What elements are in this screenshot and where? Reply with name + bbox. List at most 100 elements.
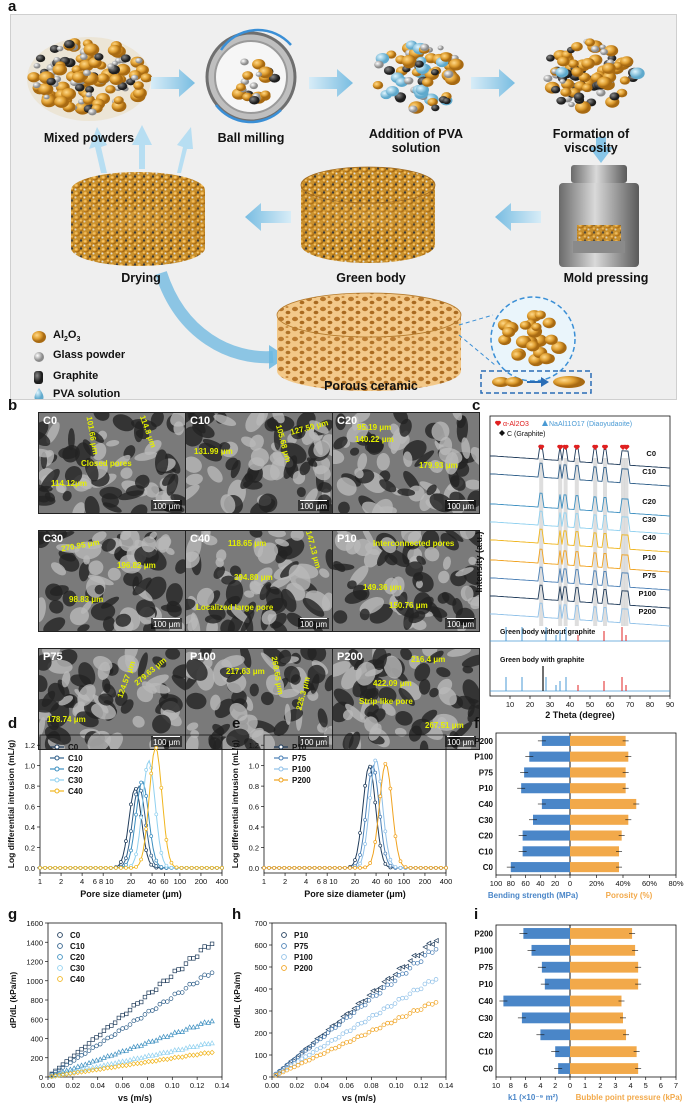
tick-label: 1200 — [26, 958, 43, 967]
sem-grain — [171, 674, 185, 693]
data-point — [358, 861, 362, 866]
sem-grain — [229, 702, 248, 721]
tick-label: 0.0 — [249, 864, 259, 873]
particle — [249, 82, 259, 90]
data-point — [124, 856, 128, 861]
schematic-panel: Mixed powders Ball milling Addition of P… — [10, 14, 677, 400]
particle — [132, 87, 147, 99]
particle — [443, 70, 454, 79]
sem-grain — [175, 559, 185, 574]
data-point — [377, 984, 383, 991]
sem-grain — [134, 451, 158, 461]
sem-grain — [372, 649, 387, 671]
data-point — [359, 1033, 364, 1039]
y-axis-label: Log differential intrusion (mL/g) — [230, 740, 240, 869]
particle — [421, 77, 434, 87]
tick-label: 200 — [30, 1054, 43, 1063]
data-point — [68, 1056, 73, 1062]
panel-label-e: e — [232, 715, 241, 732]
data-point — [418, 1007, 424, 1012]
sem-grain — [115, 691, 128, 706]
data-point — [378, 815, 383, 819]
sem-grain — [186, 413, 196, 424]
data-point — [149, 862, 154, 867]
peak-band — [563, 458, 568, 626]
data-point — [322, 866, 327, 870]
data-point — [393, 865, 398, 869]
data-point — [176, 990, 181, 996]
particle — [252, 58, 266, 70]
tick-label: 1.2 — [249, 741, 259, 750]
data-point — [68, 866, 73, 870]
data-point — [199, 866, 204, 870]
sem-grain — [58, 447, 79, 460]
peak-marker — [562, 444, 569, 450]
sem-grain — [158, 694, 183, 713]
tick-label: 40 — [566, 700, 574, 709]
sem-grain — [419, 740, 429, 749]
particle — [581, 58, 595, 69]
data-point — [277, 866, 282, 870]
data-point — [383, 851, 388, 856]
data-point — [169, 865, 174, 870]
sem-grain — [290, 531, 304, 541]
data-point — [312, 866, 317, 870]
sem-grain — [144, 482, 160, 498]
sem-grain — [244, 738, 262, 749]
data-point — [154, 864, 159, 868]
sem-grain — [302, 597, 325, 617]
bar-left — [521, 783, 570, 794]
sem-grain — [261, 609, 277, 625]
data-point — [428, 866, 433, 870]
category-label: C10 — [478, 1048, 493, 1057]
sem-grain — [39, 709, 52, 721]
tick-label: 0.8 — [25, 782, 35, 791]
data-point — [400, 1014, 405, 1019]
sem-grain — [155, 536, 172, 551]
sem-grain — [187, 617, 198, 631]
sem-grain — [325, 549, 332, 570]
sem-grain — [378, 687, 397, 703]
sem-grain — [187, 413, 206, 434]
sem-grain — [77, 624, 90, 631]
data-point — [108, 1052, 115, 1058]
data-point — [53, 866, 58, 870]
sem-grain — [390, 576, 405, 597]
data-point — [75, 1067, 81, 1073]
sem-grain — [150, 413, 164, 428]
legend-marker — [542, 420, 548, 426]
tick-label: 20 — [551, 879, 559, 888]
sem-grain — [56, 543, 80, 553]
sem-grain — [241, 436, 256, 448]
green-body-illustration — [300, 166, 436, 263]
data-point — [113, 866, 118, 870]
sem-image-c30: C30 270.95 μm 196.82 μm 98.83 μm 100 μm — [38, 530, 186, 632]
sem-grain — [186, 722, 199, 731]
legend-marker — [54, 744, 60, 750]
data-point — [206, 945, 211, 950]
particle — [240, 78, 250, 85]
category-label: P10 — [479, 980, 494, 989]
data-point — [168, 1048, 174, 1054]
porous-ceramic-illustration — [276, 292, 462, 391]
data-point — [82, 1061, 89, 1067]
panel-label-i: i — [474, 906, 479, 923]
data-point — [327, 866, 332, 870]
data-point — [303, 1054, 308, 1059]
data-point — [204, 866, 209, 870]
legend-marker — [278, 744, 284, 750]
data-point — [83, 1044, 88, 1050]
sem-grain — [273, 424, 282, 451]
tick-label: 100 — [490, 879, 503, 888]
particle — [511, 350, 525, 361]
particle — [630, 67, 645, 80]
sem-grain — [99, 486, 123, 500]
data-point — [154, 858, 159, 863]
particle — [571, 67, 584, 77]
sem-grain — [352, 584, 370, 601]
sem-grain — [186, 551, 200, 569]
data-point — [165, 999, 170, 1004]
tick-label: 300 — [254, 1007, 267, 1016]
sem-grain — [39, 421, 49, 442]
particle — [83, 69, 92, 77]
